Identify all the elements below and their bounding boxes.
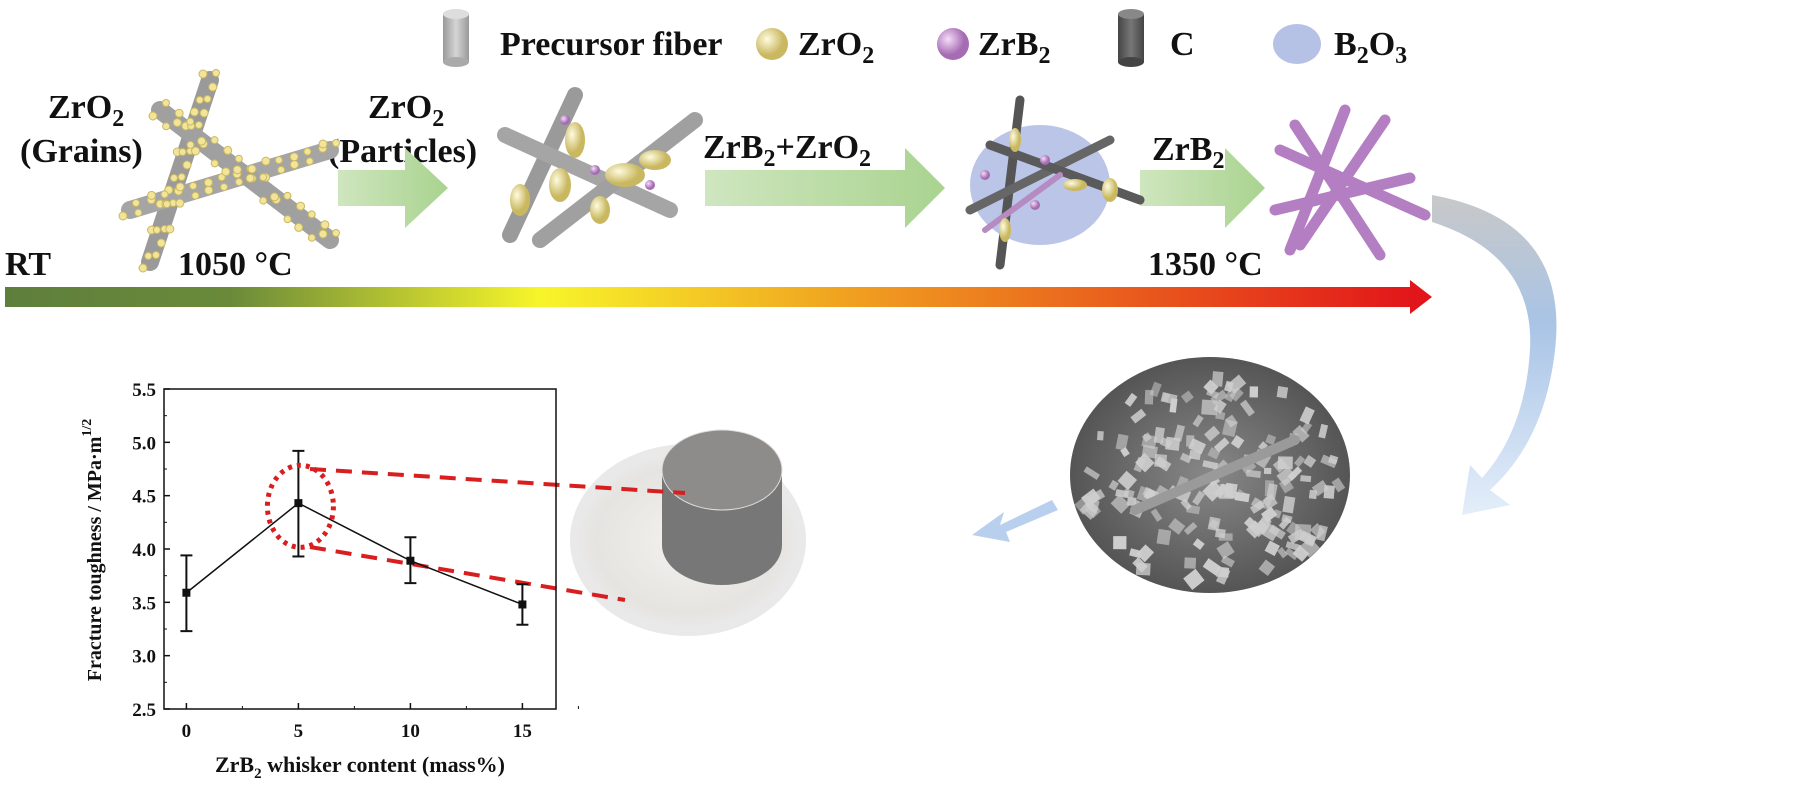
legend-precursor-fiber: Precursor fiber	[500, 26, 723, 63]
data-point	[406, 556, 415, 565]
stage4-label: ZrB2	[1152, 131, 1224, 174]
stage3-label: ZrB2+ZrO2	[703, 129, 871, 172]
stage1-sublabel: (Grains)	[20, 133, 143, 170]
legend-c: C	[1170, 26, 1195, 63]
zrb2-whiskers	[1269, 104, 1431, 261]
zro2-sphere-icon	[756, 28, 788, 60]
chart-frame	[163, 388, 557, 710]
highlight-circle	[264, 462, 336, 550]
x-tick-label: 15	[513, 721, 532, 742]
x-tick-label: 10	[401, 721, 420, 742]
zrb2-sphere-icon	[937, 28, 969, 60]
stage1-label: ZrO2	[48, 89, 124, 132]
data-point	[182, 588, 191, 597]
stage2-label: ZrO2	[368, 89, 444, 132]
y-tick-label: 4.0	[132, 540, 156, 561]
curved-flow-arrow	[1432, 195, 1557, 515]
flow-arrow-left	[972, 500, 1058, 542]
x-axis-label: ZrB2 whisker content (mass%)	[215, 752, 505, 782]
legend-b2o3: B2O3	[1334, 26, 1407, 69]
sem-image	[1070, 357, 1350, 593]
zro2-grains-fiber-network	[118, 69, 340, 273]
legend-zro2: ZrO2	[798, 26, 874, 69]
y-tick-label: 4.5	[132, 487, 156, 508]
y-tick-label: 5.5	[132, 380, 156, 401]
temp-1050: 1050 °C	[178, 246, 293, 283]
data-point	[294, 499, 303, 508]
x-tick-label: 5	[294, 721, 304, 742]
carbon-cylinder-icon	[1118, 9, 1144, 67]
temp-1350: 1350 °C	[1148, 246, 1263, 283]
process-arrow-3	[1140, 148, 1265, 228]
data-point	[518, 600, 527, 609]
y-axis-label: Fracture toughness / MPa·m1/2	[80, 419, 106, 682]
legend: Precursor fiber ZrO2 ZrB2 C B2O3	[443, 9, 1407, 69]
b2o3-blob-icon	[1273, 24, 1321, 64]
temperature-gradient-arrow	[5, 280, 1432, 314]
precursor-fiber-icon	[443, 9, 469, 67]
temp-rt: RT	[5, 246, 51, 283]
sintered-pellet-photo	[570, 429, 806, 636]
fracture-toughness-chart: 2.5 3.0 3.5 4.0 4.5 5.0 5.5 0 5 10 15 ZrB2 whiske…	[80, 380, 579, 782]
y-tick-label: 5.0	[132, 433, 156, 454]
x-tick-label: 0	[182, 721, 192, 742]
legend-zrb2: ZrB2	[978, 26, 1050, 69]
stage2-sublabel: (Particles)	[328, 133, 477, 170]
zrb2-zro2-fiber-network	[965, 95, 1145, 270]
process-arrow-2	[705, 148, 945, 228]
highlight-zoom-lines	[309, 467, 686, 602]
series-line	[185, 502, 523, 606]
process-arrow-1	[338, 148, 448, 228]
y-tick-label: 3.5	[132, 593, 156, 614]
y-tick-label: 3.0	[132, 647, 156, 668]
y-tick-label: 2.5	[132, 700, 156, 721]
zro2-particles-fiber-network	[497, 87, 703, 248]
